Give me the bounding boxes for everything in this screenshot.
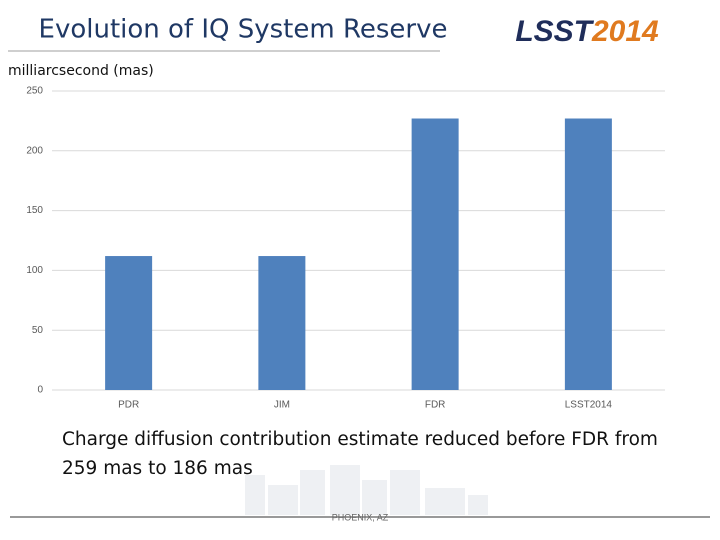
- x-tick-label: JIM: [274, 400, 290, 411]
- bar: [105, 256, 153, 390]
- footer-text: PHOENIX, AZ: [332, 512, 389, 522]
- logo-right: 2014: [591, 15, 659, 48]
- y-axis-label: milliarcsecond (mas): [8, 63, 154, 79]
- y-tick-label: 200: [26, 145, 43, 156]
- chart-title: Evolution of IQ System Reserve: [39, 15, 448, 45]
- skyline: [245, 465, 488, 515]
- x-tick-label: LSST2014: [565, 400, 613, 411]
- y-tick-label: 0: [37, 385, 43, 396]
- bar: [258, 256, 306, 390]
- logo-left: LSST: [515, 15, 594, 48]
- y-tick-label: 100: [26, 265, 43, 276]
- caption: Charge diffusion contribution estimate r…: [62, 429, 658, 479]
- y-tick-label: 250: [26, 86, 43, 97]
- bar: [564, 118, 612, 391]
- x-tick-label: FDR: [425, 400, 446, 411]
- y-tick-label: 50: [32, 325, 44, 336]
- bar: [411, 118, 459, 391]
- y-tick-label: 150: [26, 205, 43, 216]
- x-tick-label: PDR: [118, 400, 139, 411]
